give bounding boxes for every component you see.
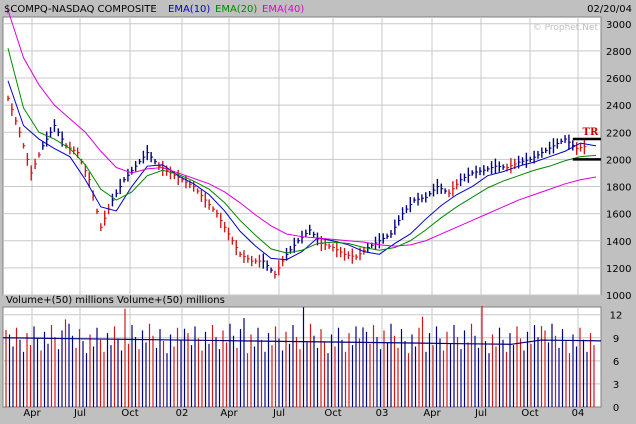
volume-y-tick-label: 9 (613, 334, 619, 345)
x-tick-label: Oct (324, 408, 341, 419)
x-tick-label: Apr (23, 408, 41, 419)
price-y-tick-label: 1200 (606, 264, 631, 275)
x-tick-label: Apr (220, 408, 238, 419)
volume-y-tick-label: 12 (610, 311, 623, 322)
volume-avg-line (2, 337, 602, 345)
x-tick-label: 02 (176, 408, 189, 419)
price-y-tick-label: 3000 (606, 20, 631, 31)
ema-line-ema20 (7, 48, 597, 254)
x-tick-label: Jul (474, 408, 487, 419)
price-y-tick-label: 1400 (606, 237, 631, 248)
x-tick-label: Oct (521, 408, 538, 419)
trading-range-label: TR (583, 127, 599, 138)
legend-ema40: EMA(40) (262, 4, 304, 15)
price-y-tick-label: 2400 (606, 101, 631, 112)
volume-panel-title: Volume+(50) millions Volume+(50) million… (6, 295, 225, 306)
symbol-label: $COMPQ-NASDAQ COMPOSITE (4, 4, 157, 15)
legend-ema20: EMA(20) (215, 4, 257, 15)
date-label: 02/20/04 (587, 4, 632, 15)
legend-ema10: EMA(10) (168, 4, 210, 15)
x-tick-label: 04 (572, 408, 585, 419)
volume-y-tick-label: 3 (613, 380, 619, 391)
volume-y-tick-label: 0 (613, 403, 619, 414)
price-y-tick-label: 1800 (606, 183, 631, 194)
price-y-tick-label: 2800 (606, 47, 631, 58)
x-tick-label: Apr (423, 408, 441, 419)
volume-panel (2, 306, 602, 408)
price-y-tick-label: 1000 (606, 291, 631, 302)
x-tick-label: Jul (272, 408, 285, 419)
volume-y-tick-label: 6 (613, 357, 619, 368)
price-y-tick-label: 2000 (606, 155, 631, 166)
price-y-tick-label: 2600 (606, 74, 631, 85)
ema-line-ema40 (7, 10, 597, 247)
price-y-tick-label: 1600 (606, 210, 631, 221)
x-tick-label: Oct (121, 408, 138, 419)
price-panel (2, 16, 602, 296)
ema-line-ema10 (7, 80, 597, 261)
watermark: © Prophet.Net (533, 23, 599, 33)
x-tick-label: Jul (73, 408, 86, 419)
price-y-tick-label: 2200 (606, 128, 631, 139)
x-tick-label: 03 (376, 408, 389, 419)
